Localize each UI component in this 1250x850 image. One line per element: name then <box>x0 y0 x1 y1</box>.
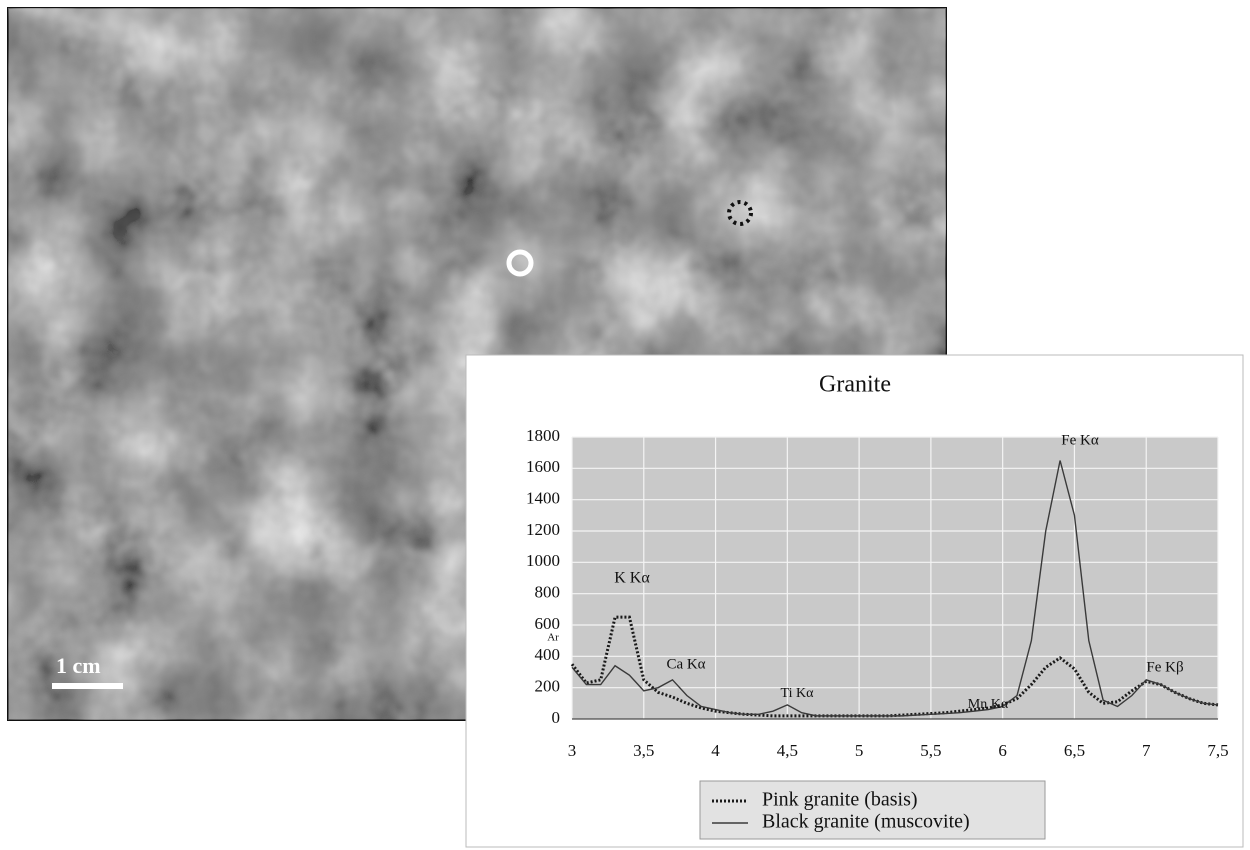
y-tick-label: 1200 <box>526 520 560 539</box>
y-tick-label: 0 <box>552 708 561 727</box>
x-tick-label: 6 <box>998 741 1007 760</box>
x-tick-label: 4,5 <box>777 741 798 760</box>
x-tick-label: 5 <box>855 741 864 760</box>
peak-label: Ca Kα <box>666 656 705 672</box>
legend-label: Black granite (muscovite) <box>762 811 970 833</box>
peak-label: Fe Kβ <box>1146 659 1183 675</box>
y-tick-label: 400 <box>535 645 561 664</box>
x-tick-label: 4 <box>711 741 720 760</box>
series-line <box>571 460 1219 717</box>
x-tick-label: 3 <box>568 741 577 760</box>
x-tick-label: 6,5 <box>1064 741 1085 760</box>
x-tick-label: 5,5 <box>920 741 941 760</box>
peak-label: Mn Kα <box>968 697 1009 712</box>
chart-title: Granite <box>819 372 891 398</box>
peak-label: Ar <box>547 632 559 644</box>
legend <box>699 780 1046 840</box>
x-tick-label: 7 <box>1142 741 1151 760</box>
peak-label: Fe Kα <box>1061 432 1099 448</box>
y-tick-label: 800 <box>535 583 561 602</box>
x-tick-label: 3,5 <box>633 741 654 760</box>
x-tick-label: 7,5 <box>1207 741 1228 760</box>
peak-label: K Kα <box>614 570 650 587</box>
scale-label: 1 cm <box>56 653 101 678</box>
y-tick-label: 1000 <box>526 551 560 570</box>
y-tick-label: 1400 <box>526 489 560 508</box>
plot-area <box>572 437 1218 719</box>
legend-label: Pink granite (basis) <box>762 789 918 811</box>
y-tick-label: 600 <box>535 614 561 633</box>
peak-label: Ti Kα <box>781 686 815 701</box>
y-tick-label: 200 <box>535 677 561 696</box>
y-tick-label: 1600 <box>526 457 560 476</box>
y-tick-label: 1800 <box>526 426 560 445</box>
